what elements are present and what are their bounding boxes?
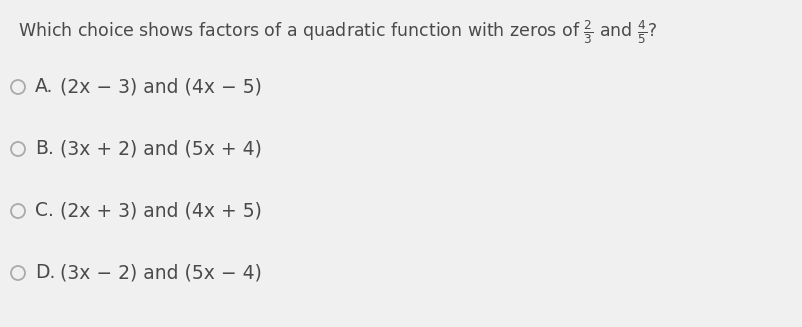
Text: B.: B. (35, 140, 54, 159)
Text: Which choice shows factors of a quadratic function with zeros of $\frac{2}{3}$ a: Which choice shows factors of a quadrati… (18, 18, 657, 46)
Text: (3x − 2) and (5x − 4): (3x − 2) and (5x − 4) (60, 264, 261, 283)
Text: A.: A. (35, 77, 53, 96)
Text: D.: D. (35, 264, 55, 283)
Text: C.: C. (35, 201, 54, 220)
Text: (2x + 3) and (4x + 5): (2x + 3) and (4x + 5) (60, 201, 261, 220)
Text: (3x + 2) and (5x + 4): (3x + 2) and (5x + 4) (60, 140, 261, 159)
Text: (2x − 3) and (4x − 5): (2x − 3) and (4x − 5) (60, 77, 261, 96)
